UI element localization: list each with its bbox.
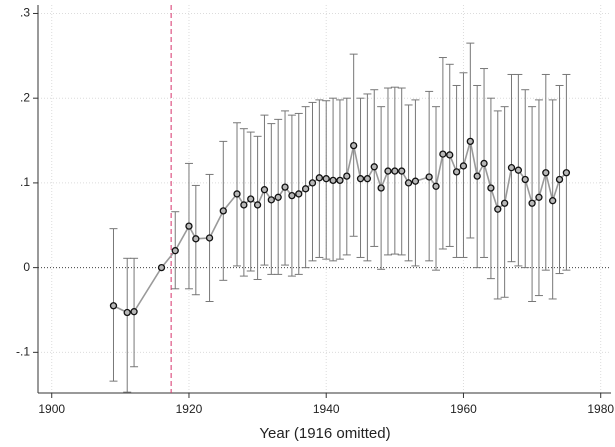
point bbox=[205, 234, 214, 242]
x-axis-label: Year (1916 omitted) bbox=[259, 425, 390, 442]
point bbox=[377, 184, 385, 192]
point bbox=[439, 150, 447, 158]
y-tick-label: .2 bbox=[20, 90, 30, 104]
point bbox=[343, 172, 351, 180]
point bbox=[555, 175, 564, 184]
point bbox=[253, 201, 262, 209]
x-tick-label: 1900 bbox=[38, 402, 65, 416]
point bbox=[301, 185, 310, 193]
point bbox=[391, 167, 399, 175]
point bbox=[425, 173, 433, 181]
point bbox=[514, 166, 523, 174]
y-tick-label: 0 bbox=[23, 260, 30, 274]
point bbox=[157, 263, 166, 272]
point bbox=[109, 302, 118, 310]
point bbox=[487, 184, 495, 192]
point bbox=[459, 162, 468, 170]
point bbox=[549, 197, 557, 205]
point bbox=[384, 167, 392, 175]
point bbox=[219, 207, 227, 215]
point bbox=[288, 191, 296, 200]
point bbox=[535, 193, 543, 201]
x-tick-label: 1980 bbox=[587, 402, 614, 416]
point bbox=[542, 169, 550, 177]
point bbox=[336, 176, 344, 185]
point bbox=[432, 182, 440, 190]
point bbox=[123, 308, 131, 317]
point bbox=[480, 159, 488, 168]
y-tick-label: .3 bbox=[20, 6, 30, 20]
point bbox=[281, 183, 289, 191]
point bbox=[260, 186, 269, 194]
point bbox=[315, 174, 324, 182]
point bbox=[192, 235, 200, 243]
y-tick-label: -.1 bbox=[16, 345, 30, 359]
point bbox=[452, 168, 461, 176]
point bbox=[185, 222, 193, 230]
point bbox=[500, 199, 509, 207]
point bbox=[267, 196, 275, 204]
point bbox=[329, 176, 337, 185]
point bbox=[308, 179, 317, 187]
point bbox=[494, 205, 502, 213]
x-tick-label: 1920 bbox=[176, 402, 203, 416]
point bbox=[521, 175, 529, 184]
point bbox=[295, 190, 303, 198]
point bbox=[363, 175, 372, 183]
point bbox=[562, 169, 571, 177]
point bbox=[528, 199, 536, 207]
point bbox=[247, 195, 255, 203]
point bbox=[398, 167, 406, 175]
point bbox=[322, 175, 330, 183]
point bbox=[274, 193, 282, 201]
y-tick-label: .1 bbox=[20, 175, 30, 189]
point bbox=[507, 164, 516, 172]
point bbox=[356, 175, 365, 183]
point bbox=[171, 247, 179, 255]
point bbox=[240, 201, 248, 209]
point bbox=[350, 141, 358, 150]
point bbox=[446, 151, 454, 159]
x-tick-label: 1940 bbox=[313, 402, 340, 416]
point bbox=[130, 308, 138, 316]
point bbox=[473, 172, 481, 180]
x-tick-label: 1960 bbox=[450, 402, 477, 416]
point bbox=[370, 163, 378, 171]
point bbox=[466, 137, 474, 146]
point bbox=[411, 177, 420, 185]
point bbox=[233, 190, 241, 198]
point bbox=[404, 179, 413, 187]
